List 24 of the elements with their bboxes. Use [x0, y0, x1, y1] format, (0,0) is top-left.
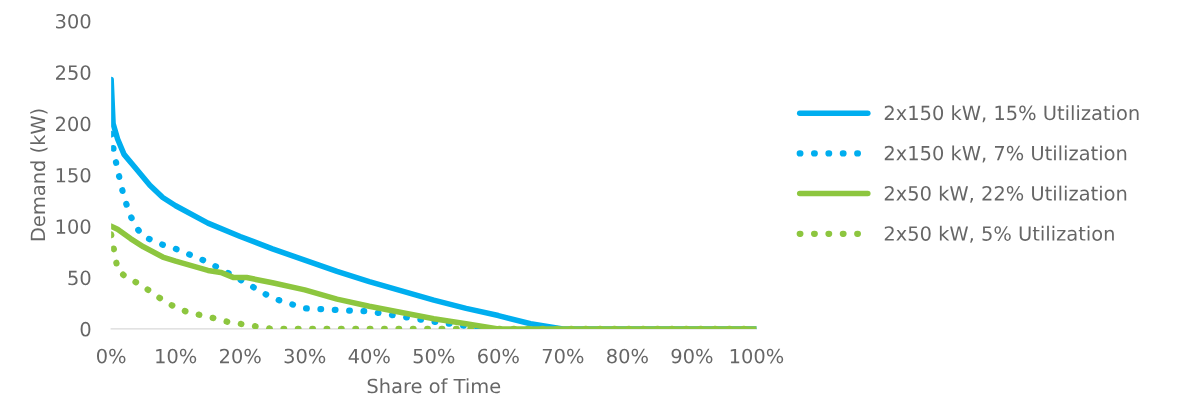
legend-label: 2x150 kW, 7% Utilization: [884, 145, 1127, 163]
y-axis-title: Demand (kW): [30, 109, 48, 241]
y-tick-label: 0: [80, 321, 91, 337]
x-tick-label: 30%: [284, 348, 326, 364]
legend-label: 2x50 kW, 22% Utilization: [884, 185, 1127, 203]
y-tick-label: 300: [56, 13, 91, 29]
x-axis-title: Share of Time: [367, 378, 501, 394]
x-tick-label: 60%: [478, 348, 519, 364]
x-tick-label: 0%: [96, 348, 126, 364]
legend-label: 2x50 kW, 5% Utilization: [884, 225, 1114, 243]
x-tick-label: 90%: [671, 348, 713, 364]
y-tick-label: 50: [68, 270, 91, 286]
x-tick-label: 100%: [730, 348, 784, 364]
y-tick-label: 250: [56, 65, 91, 80]
y-tick-label: 200: [56, 116, 91, 132]
x-tick-label: 50%: [413, 348, 455, 364]
x-tick-label: 80%: [607, 348, 648, 364]
y-tick-label: 100: [56, 219, 91, 234]
x-tick-label: 10%: [156, 348, 197, 364]
x-tick-label: 70%: [542, 348, 584, 364]
legend-label: 2x150 kW, 15% Utilization: [884, 105, 1139, 123]
x-tick-label: 20%: [220, 348, 261, 364]
y-tick-label: 150: [56, 167, 91, 183]
x-tick-label: 40%: [348, 348, 390, 364]
